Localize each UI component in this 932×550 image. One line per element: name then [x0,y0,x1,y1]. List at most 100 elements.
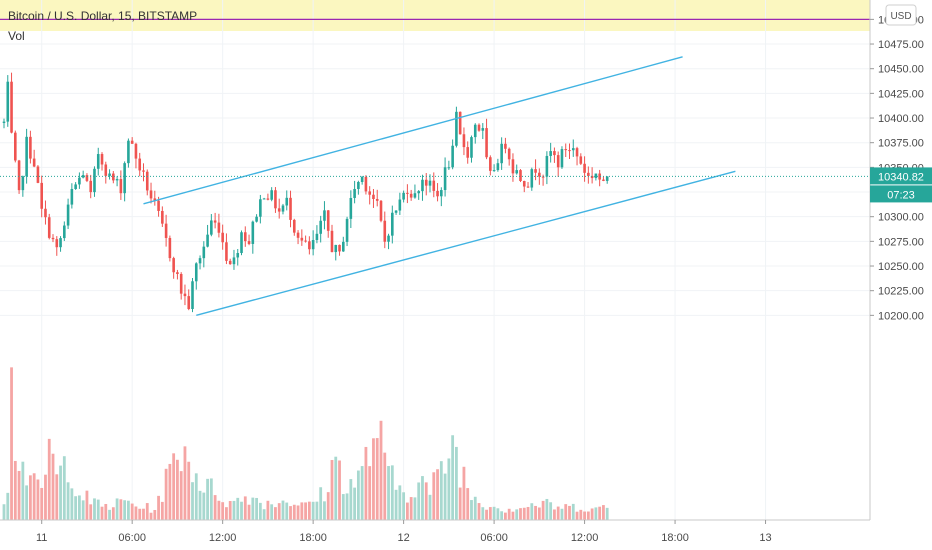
candle-body [115,179,119,181]
volume-bar [300,502,304,520]
candle-body [217,222,221,233]
candle-body [583,163,586,173]
candle-body [281,205,285,212]
volume-bar [228,501,232,520]
trend-line[interactable] [143,56,683,205]
volume-bar [387,466,390,520]
volume-bar [496,508,500,520]
volume-bar [311,501,315,520]
volume-bar [564,504,568,520]
volume-bar [96,499,100,520]
candle-body [221,232,224,243]
volume-label: Vol [8,29,25,43]
candle-body [477,124,481,131]
candle-body [198,258,202,264]
volume-bar [356,470,360,520]
currency-button[interactable]: USD [885,4,917,26]
volume-bar [134,506,138,520]
candle-body [590,175,594,179]
candle-body [251,221,255,244]
candle-body [345,218,349,242]
candle-body [206,234,209,247]
candle-body [266,198,270,200]
volume-bar [108,509,111,520]
candle-body [568,150,571,152]
candle-body [387,235,390,242]
candle-body [119,179,123,194]
volume-bar [488,507,492,520]
candle-body [123,163,126,194]
candle-body [142,170,145,172]
candle-body [530,169,534,188]
candle-body [157,200,160,211]
candle-body [236,253,240,258]
candle-body [100,154,104,165]
candle-body [455,111,458,146]
volume-bar [51,453,55,520]
volume-bar [21,461,25,520]
candle-body [2,121,6,123]
volume-bar [17,470,21,520]
price-axis[interactable]: 10200.00 10225.00 10250.00 10275.00 10300.00… [870,14,924,322]
volume-bar [556,506,560,520]
volume-bar [579,509,583,520]
volume-bar [379,420,383,520]
volume-bar [485,509,488,520]
candle-body [440,190,443,197]
candle-body [428,180,432,186]
candle-body [81,175,85,178]
candle-body [74,184,77,190]
candle-body [391,212,394,236]
volume-bar [492,506,496,520]
candle-body [161,210,164,224]
volume-bar [6,492,10,520]
volume-bar [10,367,13,520]
candle-body [138,158,142,171]
candle-body [447,167,451,169]
candle-body [575,148,579,157]
channel-lines[interactable] [143,56,736,317]
candle-body [338,244,341,252]
candle-body [153,198,157,201]
volume-bar [443,473,447,520]
volume-bar [145,503,149,520]
volume-bar [36,479,40,520]
y-tick-label: 10475.00 [878,39,924,51]
candle-body [315,233,319,241]
volume-bar [160,501,164,520]
candle-body [70,189,74,205]
candle-body [443,167,447,191]
trend-line[interactable] [196,170,736,317]
volume-bar [364,446,368,520]
candle-body [29,136,32,159]
volume-bar [296,505,300,520]
volume-bar [149,512,153,520]
candle-body [466,147,470,158]
volume-bar [85,490,89,520]
volume-bar [541,500,545,520]
volume-bar [187,461,191,520]
candle-body [296,232,300,238]
volume-bar [432,472,436,520]
volume-bar [458,487,462,520]
candle-body [538,172,541,177]
candle-body [368,191,371,195]
candle-body [179,273,183,294]
candle-body [598,173,601,180]
candle-body [89,180,93,193]
volume-bar [281,500,285,520]
candle-body [164,223,168,238]
x-tick-label: 13 [759,532,771,544]
volume-bar [598,506,602,520]
candle-body [326,210,330,231]
time-axis[interactable]: 11 06:00 12:00 18:00 12 06:00 12:00 18:00 13 [36,520,772,544]
candle-body [424,179,428,186]
candle-body [130,140,134,144]
countdown-tag: 07:23 [870,185,932,203]
volume-bar [436,469,439,520]
candle-body [191,281,194,310]
volume-bar [251,497,255,520]
volume-bars [2,367,609,520]
